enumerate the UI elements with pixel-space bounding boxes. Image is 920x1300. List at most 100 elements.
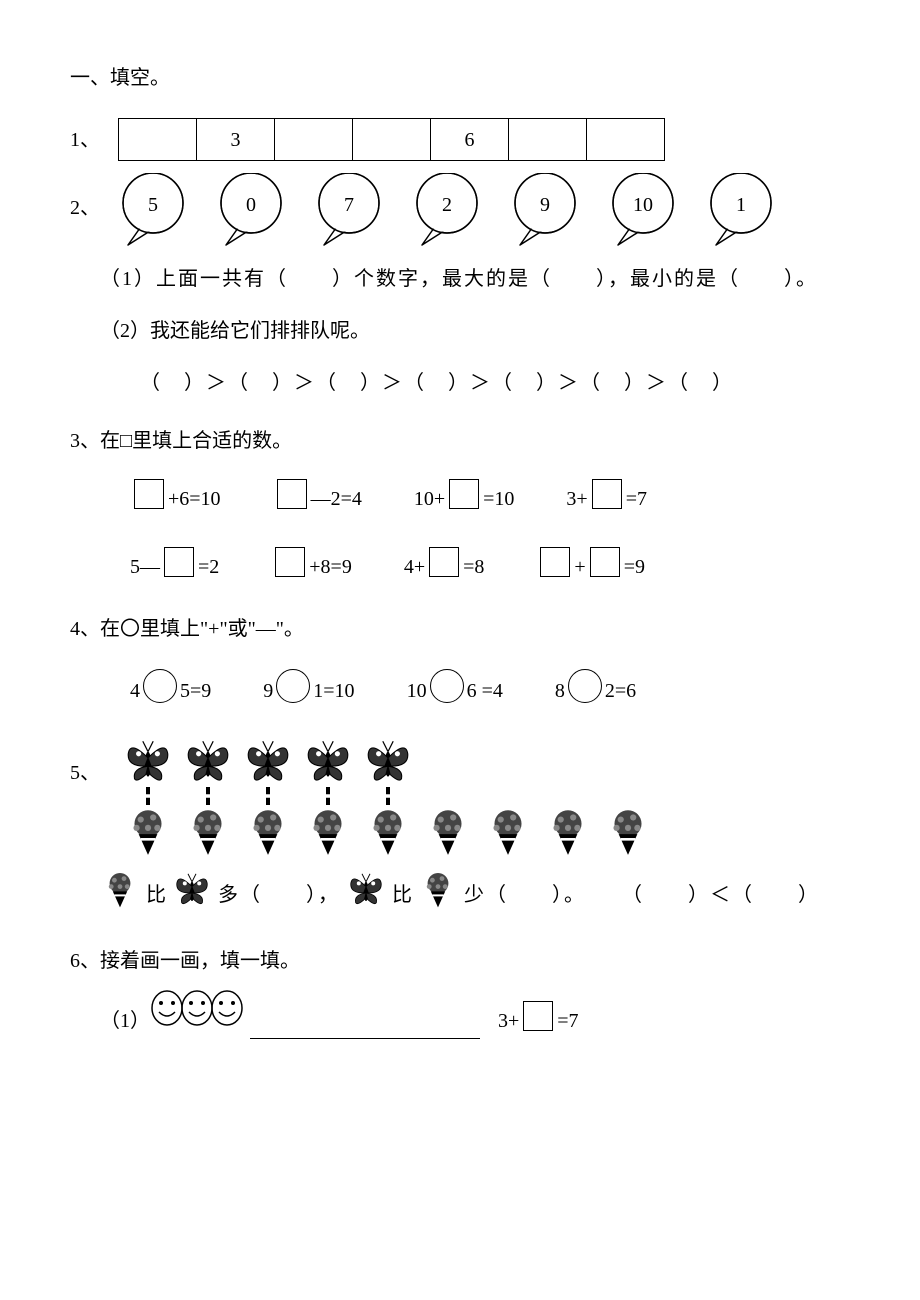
q5-label: 5、 xyxy=(70,755,100,791)
smiley-icon xyxy=(210,989,244,1039)
equation-text: 1=10 xyxy=(313,673,354,709)
q1-cell: 3 xyxy=(197,119,275,161)
equation-text: 10+ xyxy=(414,481,445,517)
q6-smileys xyxy=(150,989,244,1039)
smiley-icon xyxy=(180,989,214,1039)
equation-text: 3+ xyxy=(498,1003,519,1039)
q1-cell[interactable] xyxy=(275,119,353,161)
equation-text: 3+ xyxy=(566,481,587,517)
q5-compare-line: 比 多（ ）， 比 少（ ）。 （ ）＜（ xyxy=(70,869,850,921)
fill-box[interactable] xyxy=(134,479,164,509)
q1-sequence-table: 3 6 xyxy=(118,118,665,161)
bouquet-icon xyxy=(118,805,178,857)
equation-text: 9 xyxy=(263,673,273,709)
bubble-number: 7 xyxy=(344,187,354,223)
speech-bubble-icon: 0 xyxy=(216,173,286,243)
equation-text: 2=6 xyxy=(605,673,636,709)
butterfly-icon xyxy=(358,735,418,787)
equation-text: =9 xyxy=(624,549,645,585)
bouquet-icon xyxy=(478,805,538,857)
q1-cell[interactable] xyxy=(587,119,665,161)
butterfly-icon xyxy=(118,735,178,787)
fill-box[interactable] xyxy=(164,547,194,577)
equation: +6=10 xyxy=(130,475,221,517)
equation: 10+ =10 xyxy=(414,475,515,517)
dash-connector xyxy=(238,787,298,805)
fill-box[interactable] xyxy=(523,1001,553,1031)
q1-cell[interactable] xyxy=(119,119,197,161)
q2-sub1: （1）上面一共有（ ）个数字，最大的是（ ），最小的是（ ）。 xyxy=(70,261,850,297)
bouquet-icon xyxy=(538,805,598,857)
speech-bubble-icon: 7 xyxy=(314,173,384,243)
q5-cmp1: 比 xyxy=(146,877,166,913)
q2-sub2-intro: （2）我还能给它们排排队呢。 xyxy=(70,313,850,349)
equation-text: =2 xyxy=(198,549,219,585)
q4-row: 45=9 9 1=10 10 6 =4 8 2=6 xyxy=(70,663,850,709)
q5-cmp4: 少（ ）。 xyxy=(464,877,586,913)
fill-box[interactable] xyxy=(449,479,479,509)
fill-box[interactable] xyxy=(592,479,622,509)
q3-row2: 5— =2+8=94+ =8+=9 xyxy=(70,543,850,585)
equation-text: 6 =4 xyxy=(467,673,503,709)
q6-label: 6、接着画一画，填一填。 xyxy=(70,943,850,979)
fill-circle[interactable] xyxy=(276,669,310,703)
q6-blank-line[interactable] xyxy=(250,1019,480,1039)
bouquet-icon-small xyxy=(100,869,140,921)
dash-connector xyxy=(298,787,358,805)
equation: 45=9 xyxy=(130,663,211,709)
q1-cell[interactable] xyxy=(353,119,431,161)
q4-label: 4、在〇里填上"+"或"—"。 xyxy=(70,611,850,647)
q2-label: 2、 xyxy=(70,190,100,226)
equation-text: 4+ xyxy=(404,549,425,585)
fill-box[interactable] xyxy=(429,547,459,577)
smiley-icon xyxy=(150,989,184,1039)
q5-butterfly-row xyxy=(118,735,658,787)
equation-text: 5=9 xyxy=(180,673,211,709)
bubble-number: 9 xyxy=(540,187,550,223)
butterfly-icon-small-2 xyxy=(346,869,386,921)
q1-cell[interactable] xyxy=(509,119,587,161)
dash-connector xyxy=(358,787,418,805)
equation-text: =8 xyxy=(463,549,484,585)
equation-text: 8 xyxy=(555,673,565,709)
bouquet-icon xyxy=(298,805,358,857)
q1-cell: 6 xyxy=(431,119,509,161)
equation-text: +8=9 xyxy=(309,549,352,585)
bouquet-icon xyxy=(358,805,418,857)
question-6: 6、接着画一画，填一填。 （1） 3+=7 xyxy=(70,943,850,1039)
q5-bouquet-row xyxy=(118,805,658,857)
fill-circle[interactable] xyxy=(143,669,177,703)
equation: —2=4 xyxy=(273,475,362,517)
equation: 3+ =7 xyxy=(566,475,647,517)
equation-text: 10 xyxy=(407,673,427,709)
heading-text: 一、填空。 xyxy=(70,67,170,89)
equation-text: =10 xyxy=(483,481,514,517)
fill-circle[interactable] xyxy=(568,669,602,703)
butterfly-icon-small xyxy=(172,869,212,921)
fill-circle[interactable] xyxy=(430,669,464,703)
equation-text: =7 xyxy=(626,481,647,517)
dash-connector xyxy=(118,787,178,805)
equation: +8=9 xyxy=(271,543,352,585)
bouquet-icon-small-2 xyxy=(418,869,458,921)
fill-box[interactable] xyxy=(275,547,305,577)
equation-text: —2=4 xyxy=(311,481,362,517)
q6-sub-label: （1） xyxy=(100,1003,150,1039)
fill-box[interactable] xyxy=(540,547,570,577)
q5-cmp2: 多（ ）， xyxy=(218,877,340,913)
bubble-number: 10 xyxy=(633,187,653,223)
speech-bubble-icon: 2 xyxy=(412,173,482,243)
question-4: 4、在〇里填上"+"或"—"。 45=9 9 1=10 10 6 =4 8 2=6 xyxy=(70,611,850,709)
q2-sub2-order: （ ）＞（ ）＞（ ）＞（ ）＞（ ）＞（ ）＞（ ） xyxy=(70,365,850,401)
speech-bubble-icon: 5 xyxy=(118,173,188,243)
equation-text: + xyxy=(574,549,585,585)
q5-cmp5: （ ）＜（ ） xyxy=(622,877,820,913)
q2-bubbles: 5 0 7 2 9 10 1 xyxy=(118,173,776,243)
fill-box[interactable] xyxy=(590,547,620,577)
bubble-number: 1 xyxy=(736,187,746,223)
bouquet-icon xyxy=(418,805,478,857)
equation: + =9 xyxy=(536,543,645,585)
fill-box[interactable] xyxy=(277,479,307,509)
butterfly-icon xyxy=(178,735,238,787)
section-heading: 一、填空。 xyxy=(70,60,850,96)
